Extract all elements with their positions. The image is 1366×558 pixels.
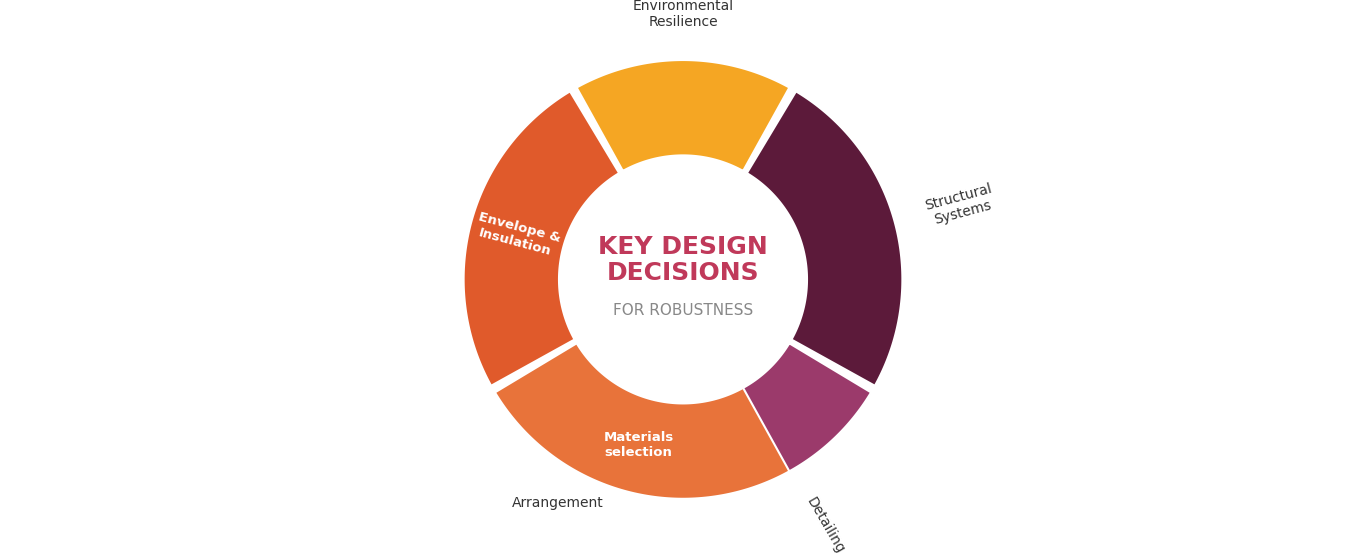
Polygon shape <box>576 60 790 171</box>
Polygon shape <box>494 343 790 499</box>
Text: FOR ROBUSTNESS: FOR ROBUSTNESS <box>613 303 753 318</box>
Polygon shape <box>463 92 619 386</box>
Text: KEY DESIGN
DECISIONS: KEY DESIGN DECISIONS <box>598 235 768 285</box>
Circle shape <box>571 167 795 392</box>
Polygon shape <box>686 343 872 499</box>
Text: Environmental
Resilience: Environmental Resilience <box>632 0 734 29</box>
Text: Materials
selection: Materials selection <box>604 431 673 459</box>
Polygon shape <box>494 343 680 499</box>
Text: Envelope &
Insulation: Envelope & Insulation <box>473 210 561 259</box>
Text: Detailing: Detailing <box>803 495 847 556</box>
Text: Arrangement: Arrangement <box>512 496 604 510</box>
Text: Structural
Systems: Structural Systems <box>923 181 997 229</box>
Polygon shape <box>747 92 903 386</box>
